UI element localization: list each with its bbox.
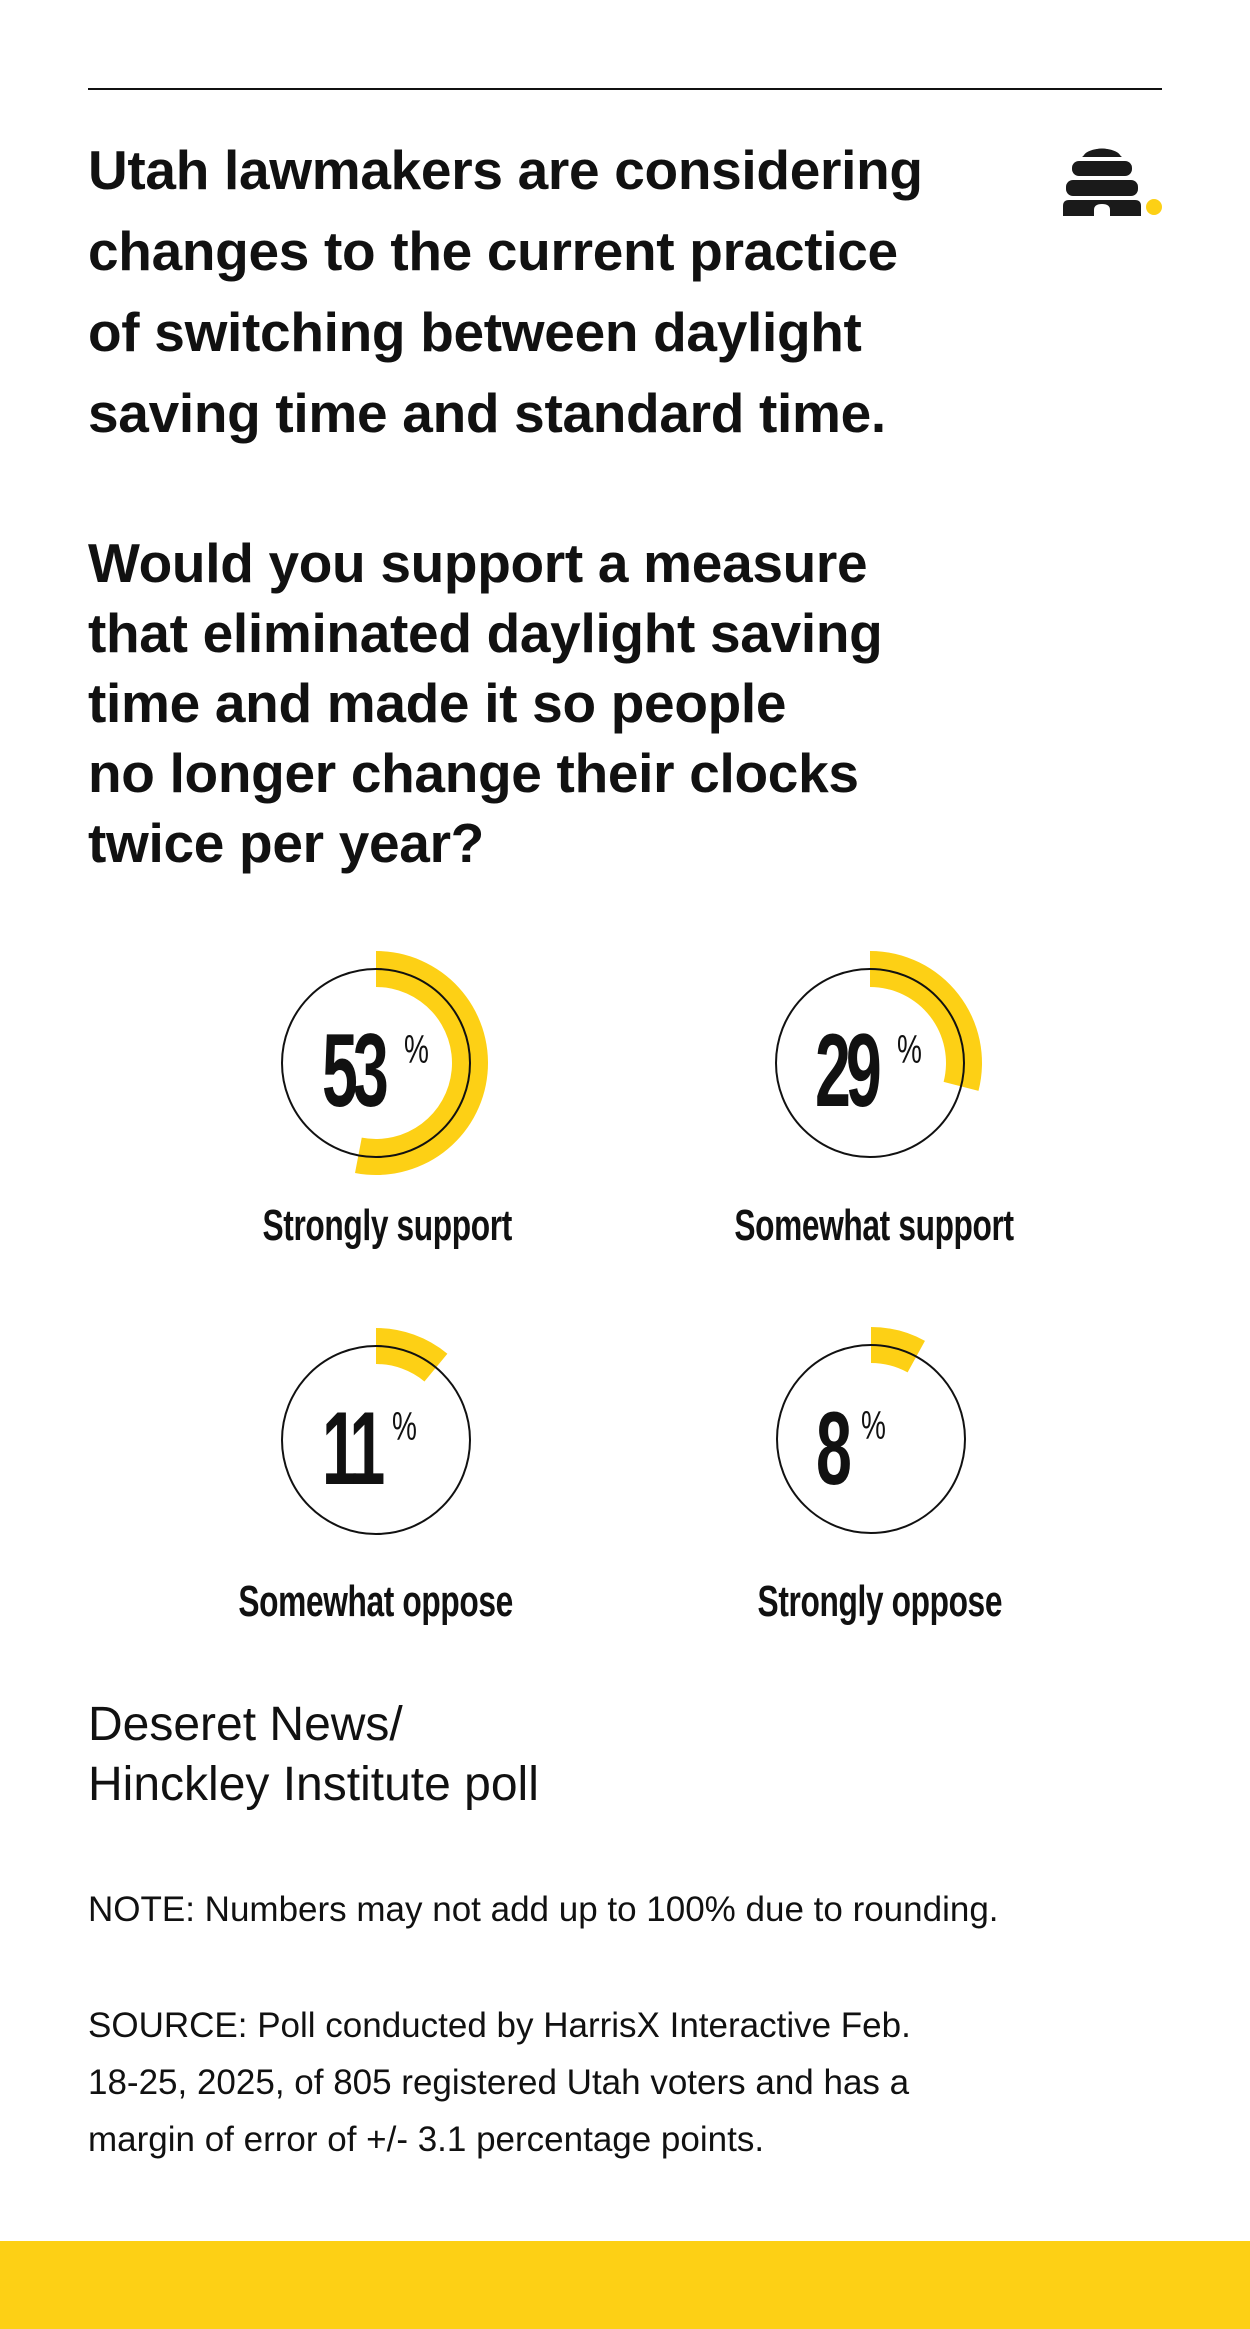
question-line: that eliminated daylight saving xyxy=(88,602,883,664)
result-value: 53 xyxy=(322,1013,389,1129)
question-line: time and made it so people xyxy=(88,672,787,734)
beehive-logo-icon xyxy=(1058,140,1168,222)
percent-sign: % xyxy=(404,1028,429,1072)
source-line: 18-25, 2025, of 805 registered Utah vote… xyxy=(88,2063,910,2102)
result-value: 11 xyxy=(322,1391,385,1507)
percent-sign: % xyxy=(897,1028,922,1072)
question-line: no longer change their clocks xyxy=(88,742,859,804)
result-label-text: Somewhat oppose xyxy=(238,1577,514,1626)
source-line: margin of error of +/- 3.1 percentage po… xyxy=(88,2120,765,2159)
intro-line: Utah lawmakers are considering xyxy=(88,139,923,201)
credit-line: Deseret News/ xyxy=(88,1698,403,1751)
result-label: Strongly support xyxy=(177,1201,597,1251)
poll-credit: Deseret News/ Hinckley Institute poll xyxy=(88,1695,539,1815)
progress-ring xyxy=(775,951,982,1158)
result-label-text: Strongly support xyxy=(262,1201,512,1250)
rounding-note: NOTE: Numbers may not add up to 100% due… xyxy=(88,1890,999,1929)
source-text: SOURCE: Poll conducted by HarrisX Intera… xyxy=(88,1997,1188,2168)
result-ring-somewhat-oppose: 11 % xyxy=(246,1310,506,1570)
result-label: Somewhat oppose xyxy=(166,1577,586,1627)
result-ring-strongly-support: 53 % xyxy=(246,933,506,1193)
progress-ring xyxy=(776,1327,966,1534)
poll-question: Would you support a measure that elimina… xyxy=(88,528,1018,878)
intro-line: changes to the current practice xyxy=(88,220,898,282)
progress-ring xyxy=(281,951,488,1175)
result-ring-somewhat-support: 29 % xyxy=(740,933,1000,1193)
percent-sign: % xyxy=(861,1404,886,1448)
percent-sign: % xyxy=(392,1405,417,1449)
source-line: SOURCE: Poll conducted by HarrisX Intera… xyxy=(88,2006,911,2045)
question-line: Would you support a measure xyxy=(88,532,868,594)
result-value: 8 xyxy=(816,1391,852,1507)
result-label-text: Somewhat support xyxy=(734,1201,1014,1250)
result-ring-strongly-oppose: 8 % xyxy=(741,1309,1001,1569)
result-label: Strongly oppose xyxy=(670,1577,1090,1627)
progress-ring xyxy=(281,1328,471,1535)
top-rule xyxy=(88,88,1162,90)
result-label-text: Strongly oppose xyxy=(757,1577,1003,1626)
footer-accent-bar xyxy=(0,2241,1250,2329)
intro-line: of switching between daylight xyxy=(88,301,862,363)
result-value: 29 xyxy=(815,1013,882,1129)
result-label: Somewhat support xyxy=(664,1201,1084,1251)
intro-heading: Utah lawmakers are considering changes t… xyxy=(88,130,1018,454)
intro-line: saving time and standard time. xyxy=(88,382,886,444)
credit-line: Hinckley Institute poll xyxy=(88,1758,539,1811)
question-line: twice per year? xyxy=(88,812,484,874)
